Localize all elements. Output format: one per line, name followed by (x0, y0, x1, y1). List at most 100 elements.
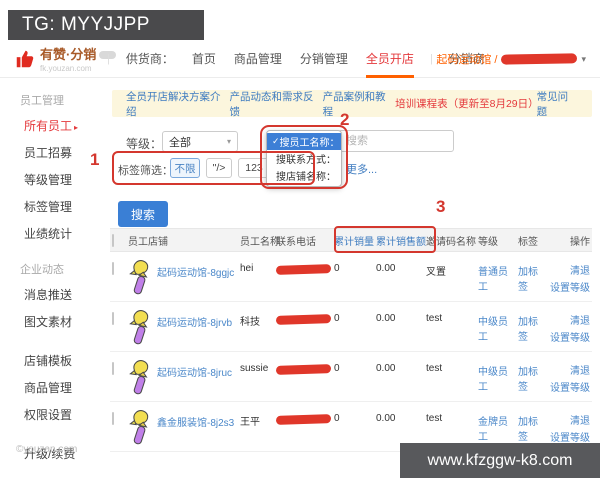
row-checkbox[interactable] (112, 312, 114, 325)
link-feedback[interactable]: 产品动态和需求反馈 (229, 90, 314, 118)
set-level-link[interactable]: 设置等级 (550, 283, 590, 294)
tag-filter-label: 标签筛选： (118, 165, 173, 177)
row-checkbox[interactable] (112, 362, 114, 375)
sidebar-item-permission[interactable]: 权限设置 (24, 408, 73, 422)
set-level-link[interactable]: 设置等级 (550, 433, 590, 444)
sidebar-item-upgrade[interactable]: 升级/续费 (24, 447, 76, 461)
logo[interactable]: 有赞·分销 fk.youzan.com (14, 44, 117, 73)
dropdown-option-contact[interactable]: 搜联系方式： (276, 155, 336, 166)
search-button[interactable]: 搜索 (118, 201, 168, 227)
amount-value: 0.00 (376, 263, 396, 274)
table-header-row: 员工店铺 员工名称 联系电话 累计销量 累计销售额 邀请码名称 等级 标签 操作 (110, 228, 592, 252)
col-amount-sort[interactable]: 累计销售额 (376, 236, 426, 248)
col-name: 员工名称 (240, 236, 280, 248)
invite-code-name: test (426, 413, 443, 424)
table-row: 鑫金服装馆-8j2s3 王平 0 0.00 test 金牌员工 加标签 清退 设… (110, 402, 592, 452)
chevron-down-icon: ▾ (226, 137, 231, 146)
banana-avatar (129, 260, 149, 295)
nav-divider: | (107, 53, 110, 65)
thumbs-up-logo-icon (16, 50, 34, 68)
link-cases[interactable]: 产品案例和教程 (322, 90, 386, 118)
level-link[interactable]: 普通员工 (478, 267, 508, 293)
table-row: 起码运动馆-8jruc sussie 0 0.00 test 中级员工 加标签 … (110, 352, 592, 402)
search-input[interactable] (338, 130, 454, 152)
add-tag-link[interactable]: 加标签 (518, 267, 538, 293)
sidebar-item-tag-mgmt[interactable]: 标签管理 (24, 200, 73, 214)
dropdown-option-staff-name[interactable]: ✓ 搜员工名称： (267, 133, 341, 150)
add-tag-link[interactable]: 加标签 (518, 367, 538, 393)
col-level: 等级 (478, 236, 498, 248)
level-link[interactable]: 金牌员工 (478, 417, 508, 443)
tag-filter-1[interactable]: "/> (206, 158, 232, 178)
chevron-down-icon: ▾ (581, 53, 586, 64)
redacted-phone (275, 364, 332, 375)
sidebar-item-performance[interactable]: 业绩统计 (24, 227, 73, 241)
col-ops: 操作 (570, 236, 590, 248)
sidebar-item-push[interactable]: 消息推送 (24, 288, 73, 302)
col-sales-sort[interactable]: 累计销量 (334, 236, 374, 248)
more-link[interactable]: 更多... (346, 164, 378, 176)
app-header: 有赞·分销 fk.youzan.com | 供货商： 首页 商品管理 分销管理 … (0, 40, 600, 78)
add-tag-link[interactable]: 加标签 (518, 417, 538, 443)
sales-value: 0 (334, 313, 340, 324)
sidebar-group-company: 企业动态 (20, 264, 64, 276)
banana-avatar (129, 310, 149, 345)
sidebar-item-all-staff[interactable]: 所有员工 ▸ (24, 119, 79, 133)
shop-link[interactable]: 鑫金服装馆-8j2s3 (157, 418, 235, 429)
tag-filter-unlimited[interactable]: 不限 (170, 158, 200, 178)
level-link[interactable]: 中级员工 (478, 317, 508, 343)
sidebar-item-material[interactable]: 图文素材 (24, 315, 73, 329)
shop-link[interactable]: 起码运动馆-8ggjc (157, 268, 235, 279)
table-row: 起码运动馆-8ggjc hei 0 0.00 叉置 普通员工 加标签 清退 设置… (110, 252, 592, 302)
sidebar-item-level-mgmt[interactable]: 等级管理 (24, 173, 73, 187)
sidebar-group-staff: 员工管理 (20, 95, 64, 107)
nav-all-staff-shop[interactable]: 全员开店 (365, 40, 414, 78)
amount-value: 0.00 (376, 413, 396, 424)
account-name: 起码运动馆 / (436, 54, 498, 66)
nav-divider: | (429, 53, 433, 65)
dismiss-link[interactable]: 清退 (570, 366, 590, 377)
nav-distribution[interactable]: 分销管理 (299, 52, 348, 66)
select-all-checkbox[interactable] (112, 233, 114, 247)
col-tag: 标签 (518, 236, 538, 248)
nav-supplier[interactable]: 供货商： (125, 52, 174, 66)
set-level-link[interactable]: 设置等级 (550, 333, 590, 344)
dismiss-link[interactable]: 清退 (570, 416, 590, 427)
link-solution-intro[interactable]: 全员开店解决方案介绍 (126, 90, 221, 118)
set-level-link[interactable]: 设置等级 (550, 383, 590, 394)
top-watermark: TG: MYYJJPP (8, 10, 204, 40)
invite-code-name: test (426, 313, 443, 324)
shop-link[interactable]: 起码运动馆-8jruc (157, 368, 233, 379)
nav-distributor[interactable]: 分销商 (448, 52, 485, 66)
sidebar-item-shop-template[interactable]: 店铺模板 (24, 354, 73, 368)
redacted-phone (275, 414, 332, 425)
sidebar-item-goods-mgmt[interactable]: 商品管理 (24, 381, 73, 395)
link-training-schedule[interactable]: 培训课程表（更新至8月29日） (395, 98, 539, 110)
sales-value: 0 (334, 413, 340, 424)
annotation-number-2: 2 (340, 110, 350, 129)
add-tag-link[interactable]: 加标签 (518, 317, 538, 343)
nav-home[interactable]: 首页 (191, 52, 216, 66)
annotation-number-3: 3 (436, 197, 446, 216)
account-menu[interactable]: 起码运动馆 / ▾ (436, 40, 586, 78)
level-link[interactable]: 中级员工 (478, 367, 508, 393)
link-faq[interactable]: 常见问题 (536, 90, 569, 118)
dismiss-link[interactable]: 清退 (570, 316, 590, 327)
amount-value: 0.00 (376, 313, 396, 324)
dismiss-link[interactable]: 清退 (570, 266, 590, 277)
sidebar-item-recruit[interactable]: 员工招募 (24, 146, 73, 160)
row-checkbox[interactable] (112, 412, 114, 425)
sidebar-copyright: ©youzan.com (16, 444, 78, 455)
row-checkbox[interactable] (112, 262, 114, 275)
col-phone: 联系电话 (276, 236, 316, 248)
active-marker-icon: ▸ (74, 123, 79, 132)
staff-name: 科技 (240, 317, 260, 328)
banana-avatar (129, 410, 149, 445)
sales-value: 0 (334, 363, 340, 374)
main-nav: | 供货商： 首页 商品管理 分销管理 全员开店 | 分销商 (100, 40, 494, 78)
level-select[interactable]: 全部 ▾ (162, 131, 238, 152)
nav-goods[interactable]: 商品管理 (233, 52, 282, 66)
col-shop: 员工店铺 (128, 236, 168, 248)
dropdown-option-shop-name[interactable]: 搜店铺名称： (276, 172, 336, 183)
shop-link[interactable]: 起码运动馆-8jrvb (157, 318, 233, 329)
